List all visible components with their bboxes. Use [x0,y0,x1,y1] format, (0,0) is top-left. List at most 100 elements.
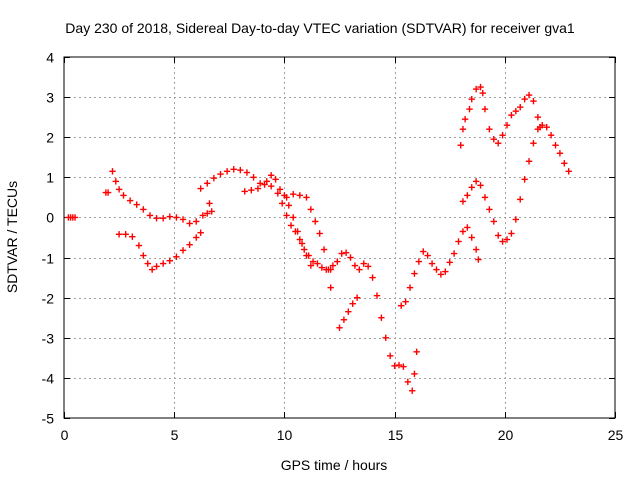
data-point [193,234,200,241]
data-point [166,257,173,264]
data-point [301,246,308,253]
data-point [126,197,134,204]
data-point [503,236,511,243]
data-point [179,247,187,254]
data-point [318,264,326,271]
data-point [561,160,568,167]
data-point [479,89,486,97]
y-tick-label: 4 [46,50,54,66]
data-point [210,174,218,182]
data-point [256,180,264,187]
points-layer [65,83,572,394]
data-point [395,361,403,369]
data-point [296,236,304,243]
data-point [148,266,156,273]
data-point [552,142,559,149]
data-point [267,182,275,190]
data-point [153,263,160,270]
data-point [428,260,436,267]
data-point [144,260,151,267]
data-point [391,362,398,370]
data-point [199,212,207,219]
data-point [353,294,361,301]
data-point [512,107,520,115]
data-point [517,103,524,111]
data-point [290,214,297,221]
data-point [486,206,493,213]
data-point [349,300,356,307]
data-point [290,190,297,198]
data-point [241,188,248,195]
data-point [329,262,337,269]
data-point [272,176,279,183]
data-point [503,121,511,129]
data-point [276,186,284,193]
data-point [309,258,317,265]
data-point [345,308,352,315]
data-point [296,192,304,199]
data-point [327,284,334,291]
data-point [411,370,418,378]
y-tick-label: 0 [46,210,54,226]
data-point [146,212,154,219]
data-point [336,324,343,331]
data-point [112,178,119,185]
data-point [223,168,231,175]
data-point [320,246,328,253]
data-point [283,194,290,201]
data-point [525,158,533,165]
data-point [208,208,215,215]
data-point [459,198,467,205]
y-tick-label: 1 [46,170,54,186]
data-point [530,97,537,105]
data-point [464,224,471,231]
data-point [521,95,528,103]
data-point [373,292,381,299]
data-point [351,262,359,269]
data-point [243,169,251,176]
data-point [386,352,394,360]
data-point [402,298,409,305]
data-point [129,233,136,240]
data-point [378,314,385,321]
data-point [115,231,123,238]
data-point [298,240,306,247]
x-axis-label: GPS time / hours [281,457,388,473]
data-point [565,168,572,175]
data-point [450,250,458,257]
data-point [206,200,213,207]
data-point [512,216,520,223]
x-tick-label: 0 [61,427,69,443]
y-tick-label: 2 [46,130,54,146]
data-point [457,142,464,149]
data-point [334,258,341,265]
y-axis-label: SDTVAR / TECUs [4,181,20,293]
data-point [338,250,345,257]
x-tick-label: 15 [388,427,404,443]
data-point [204,210,211,217]
data-point [459,126,467,133]
data-point [193,218,200,225]
data-point [159,215,167,222]
x-tick-label: 25 [608,427,624,443]
data-point [248,186,255,194]
data-point [472,178,480,185]
data-point [442,268,449,275]
chart-title: Day 230 of 2018, Sidereal Day-to-day VTE… [65,20,575,36]
data-point [459,228,467,235]
data-point [461,115,469,123]
data-point [340,316,348,323]
data-point [71,214,79,221]
x-tick-label: 5 [171,427,179,443]
data-point [250,174,257,181]
data-point [140,252,147,259]
x-tick-label: 20 [498,427,514,443]
data-point [486,126,493,133]
data-point [122,231,129,238]
data-point [197,229,204,236]
data-point [437,271,445,278]
data-point [369,274,376,281]
data-point [173,214,180,221]
